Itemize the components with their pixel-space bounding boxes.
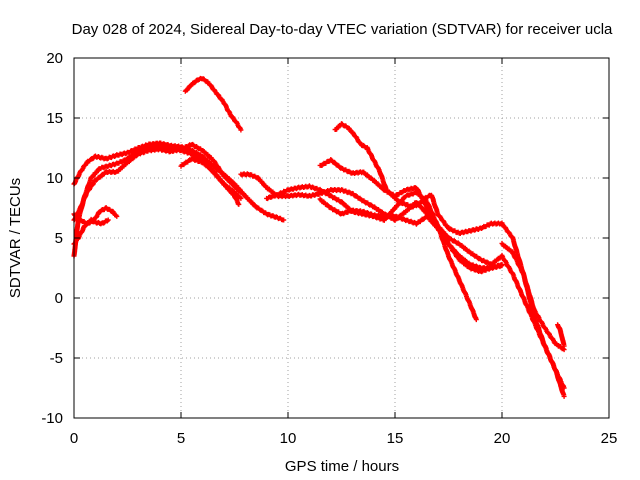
series-markers — [499, 240, 567, 353]
series-markers — [178, 156, 242, 207]
series-markers — [317, 196, 505, 275]
chart-title: Day 028 of 2024, Sidereal Day-to-day VTE… — [72, 21, 613, 38]
x-axis-label: GPS time / hours — [285, 458, 399, 475]
series-markers — [182, 75, 244, 133]
series-track-14 — [555, 322, 567, 349]
y-tick-label: 20 — [46, 50, 63, 67]
y-tick-label: 15 — [46, 110, 63, 127]
series-track-12 — [317, 196, 505, 275]
data-layer — [71, 75, 567, 399]
y-tick-label: -10 — [41, 410, 63, 427]
x-tick-label: 0 — [70, 430, 78, 447]
x-tick-label: 10 — [280, 430, 297, 447]
series-track-13 — [499, 240, 567, 353]
ticks: 0 5 10 15 20 25 -10 -5 0 5 10 15 20 — [41, 50, 617, 447]
y-axis-label: SDTVAR / TECUs — [7, 178, 24, 298]
series-track-6 — [178, 156, 242, 207]
series-track-7 — [182, 75, 244, 133]
x-tick-label: 5 — [177, 430, 185, 447]
x-tick-label: 20 — [494, 430, 511, 447]
x-tick-label: 25 — [601, 430, 618, 447]
series-markers — [555, 322, 567, 349]
y-tick-label: -5 — [50, 350, 63, 367]
y-tick-label: 0 — [55, 290, 63, 307]
y-tick-label: 10 — [46, 170, 63, 187]
y-tick-label: 5 — [55, 230, 63, 247]
x-tick-label: 15 — [387, 430, 404, 447]
grid — [74, 58, 609, 418]
